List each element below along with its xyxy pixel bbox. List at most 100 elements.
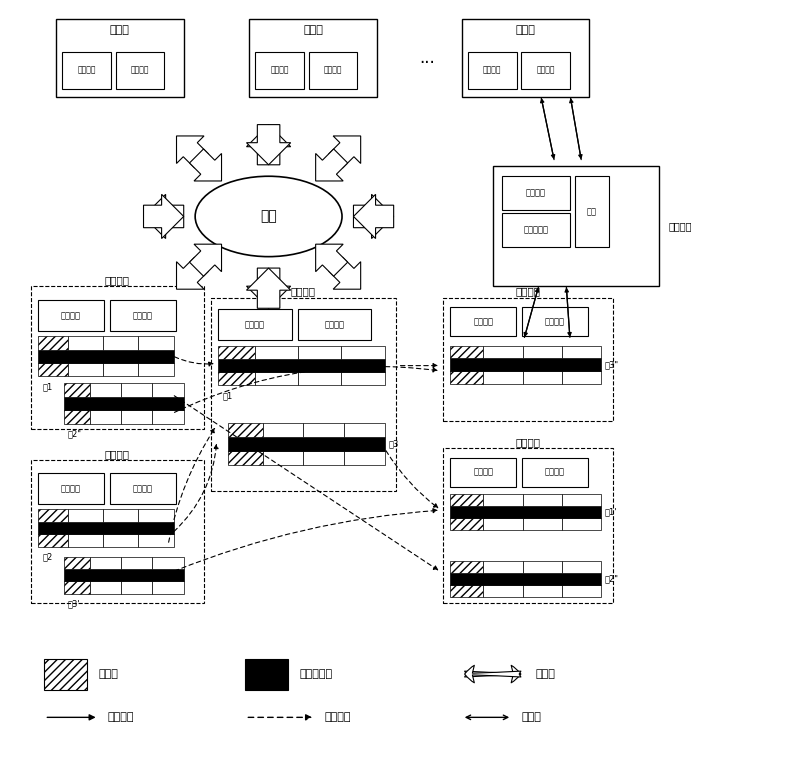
Bar <box>522 52 570 89</box>
Text: 数据流: 数据流 <box>535 669 555 679</box>
Text: 缓存管理: 缓存管理 <box>483 66 502 75</box>
Bar <box>450 371 483 384</box>
Bar <box>450 573 601 585</box>
Text: 控制流: 控制流 <box>522 713 542 722</box>
Polygon shape <box>143 194 184 239</box>
Polygon shape <box>143 194 184 239</box>
Bar <box>298 372 342 385</box>
Bar <box>153 557 183 569</box>
Polygon shape <box>329 136 361 168</box>
Bar <box>45 659 87 690</box>
Text: 查询引擎: 查询引擎 <box>537 66 555 75</box>
Bar <box>38 300 104 331</box>
Text: 互为副本: 互为副本 <box>324 713 350 722</box>
Bar <box>442 448 613 603</box>
Bar <box>303 451 344 465</box>
Bar <box>68 336 103 349</box>
Bar <box>255 346 298 359</box>
Text: 存储节点: 存储节点 <box>105 449 130 458</box>
Bar <box>138 336 174 349</box>
Text: 查询执行: 查询执行 <box>473 317 493 326</box>
Bar <box>483 518 522 530</box>
Bar <box>103 336 138 349</box>
Bar <box>153 581 183 594</box>
Polygon shape <box>190 149 222 181</box>
Bar <box>90 410 122 424</box>
Text: 客户端: 客户端 <box>516 25 535 35</box>
Bar <box>342 372 385 385</box>
Polygon shape <box>246 124 290 165</box>
Bar <box>218 346 255 359</box>
Text: ...: ... <box>419 49 435 67</box>
Bar <box>103 534 138 547</box>
Bar <box>522 307 588 336</box>
Polygon shape <box>354 194 394 239</box>
Bar <box>228 437 385 451</box>
Bar <box>90 557 122 569</box>
Bar <box>298 346 342 359</box>
Text: 存储节点: 存储节点 <box>105 275 130 284</box>
Bar <box>450 506 601 518</box>
Bar <box>228 423 262 437</box>
Text: 表1': 表1' <box>605 507 618 516</box>
Text: 逻辑有序: 逻辑有序 <box>108 713 134 722</box>
Text: 表2": 表2" <box>605 574 619 584</box>
Bar <box>38 509 68 522</box>
Bar <box>38 336 68 349</box>
Bar <box>562 346 601 359</box>
Bar <box>30 286 205 429</box>
Bar <box>562 585 601 597</box>
Bar <box>562 518 601 530</box>
Bar <box>562 561 601 573</box>
Text: 存储节点: 存储节点 <box>291 287 316 296</box>
Text: 查询执行: 查询执行 <box>61 484 81 493</box>
Text: 存储节点: 存储节点 <box>515 287 540 296</box>
Bar <box>138 534 174 547</box>
Bar <box>138 509 174 522</box>
Bar <box>483 494 522 506</box>
Text: 表3': 表3' <box>68 600 80 609</box>
Text: 数据维护: 数据维护 <box>545 468 565 477</box>
Text: 查询引擎: 查询引擎 <box>324 66 342 75</box>
Bar <box>450 585 483 597</box>
Bar <box>218 372 255 385</box>
Polygon shape <box>246 268 290 308</box>
Bar <box>68 509 103 522</box>
Bar <box>103 363 138 376</box>
Bar <box>522 346 562 359</box>
Text: 存储节点: 存储节点 <box>515 438 540 447</box>
Text: 索引列: 索引列 <box>98 669 118 679</box>
Bar <box>483 371 522 384</box>
Bar <box>562 371 601 384</box>
Bar <box>502 213 570 247</box>
Text: 表2": 表2" <box>68 430 82 439</box>
Bar <box>122 557 153 569</box>
Text: 客户端: 客户端 <box>110 25 130 35</box>
Bar <box>38 534 68 547</box>
Text: 网络: 网络 <box>260 209 277 223</box>
Text: 负载均衡: 负载均衡 <box>526 189 546 198</box>
Text: 数据维护: 数据维护 <box>545 317 565 326</box>
Text: 元数据管理: 元数据管理 <box>523 226 549 235</box>
Text: 示例数据项: 示例数据项 <box>299 669 333 679</box>
Bar <box>110 473 176 504</box>
Bar <box>64 569 183 581</box>
Bar <box>153 410 183 424</box>
Bar <box>483 585 522 597</box>
Bar <box>38 349 174 363</box>
Bar <box>450 458 516 487</box>
Bar <box>56 19 183 97</box>
Polygon shape <box>329 257 361 289</box>
Text: 容错: 容错 <box>586 207 597 216</box>
Bar <box>138 363 174 376</box>
Bar <box>64 383 90 397</box>
Bar <box>522 585 562 597</box>
Bar <box>122 581 153 594</box>
Bar <box>250 19 377 97</box>
Bar <box>228 451 262 465</box>
Bar <box>62 52 111 89</box>
Bar <box>262 423 303 437</box>
Bar <box>255 52 304 89</box>
Polygon shape <box>246 268 290 308</box>
Bar <box>262 451 303 465</box>
